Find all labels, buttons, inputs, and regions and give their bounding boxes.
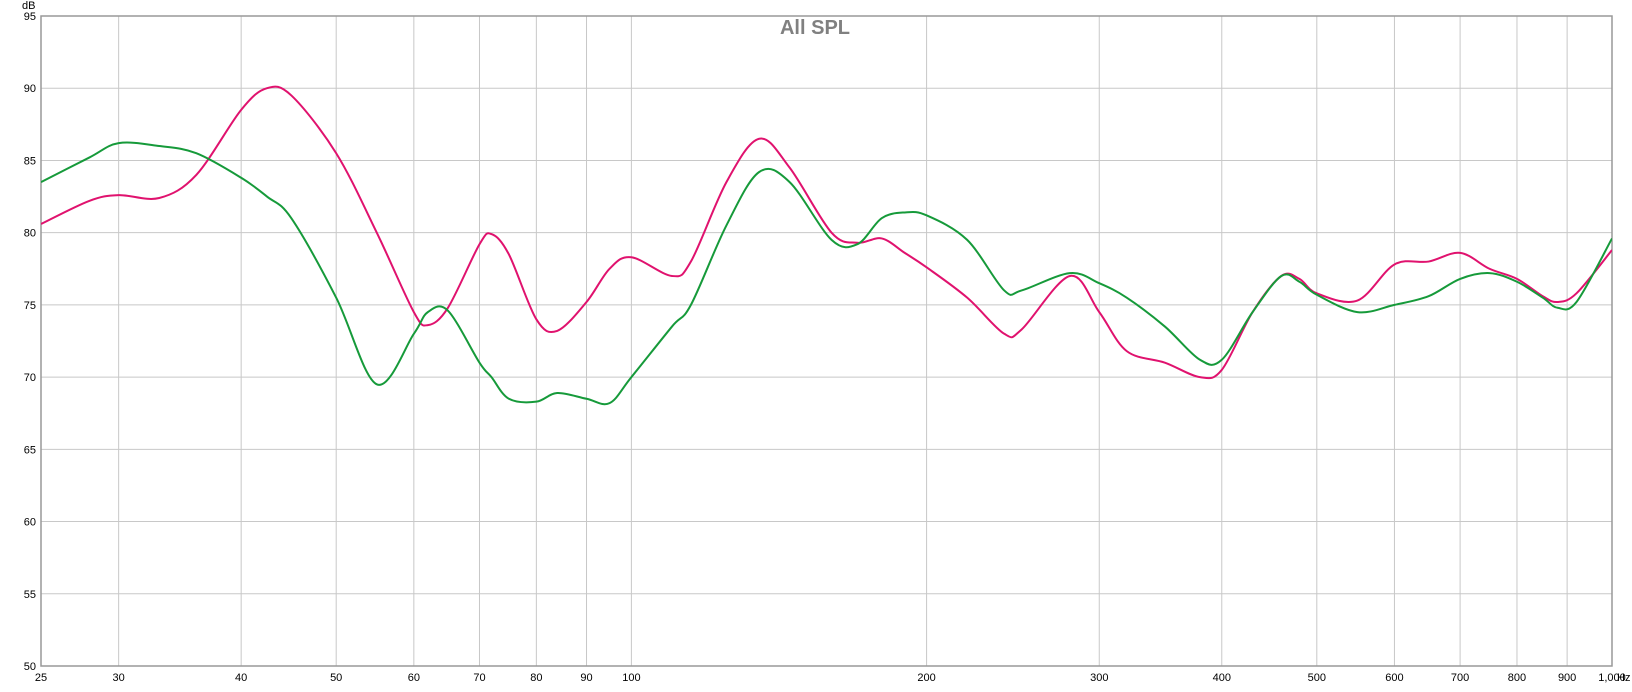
series-line <box>41 141 1612 406</box>
plot-frame <box>40 15 1613 667</box>
x-tick-label: 60 <box>408 672 420 684</box>
x-tick-label: 700 <box>1451 672 1469 684</box>
x-tick-label: 300 <box>1090 672 1108 684</box>
y-tick-label: 75 <box>24 300 36 312</box>
x-tick-label: 50 <box>330 672 342 684</box>
x-tick-label: 500 <box>1308 672 1326 684</box>
chart-title: All SPL <box>780 17 850 39</box>
y-tick-label: 50 <box>24 661 36 673</box>
x-tick-label: 400 <box>1213 672 1231 684</box>
y-tick-label: 95 <box>24 11 36 23</box>
y-tick-label: 60 <box>24 517 36 529</box>
x-tick-label: 30 <box>113 672 125 684</box>
x-tick-label: 25 <box>35 672 47 684</box>
series-line <box>41 85 1612 380</box>
y-tick-label: 90 <box>24 83 36 95</box>
x-tick-label: 90 <box>580 672 592 684</box>
y-axis-unit: dB <box>22 0 35 12</box>
y-tick-label: 85 <box>24 155 36 167</box>
x-tick-label: 80 <box>530 672 542 684</box>
y-tick-label: 80 <box>24 228 36 240</box>
x-tick-label: 70 <box>473 672 485 684</box>
y-tick-label: 65 <box>24 444 36 456</box>
x-tick-label: 200 <box>917 672 935 684</box>
x-tick-label: 600 <box>1385 672 1403 684</box>
x-axis-unit: Hz <box>1617 672 1630 684</box>
x-tick-label: 1,000 <box>1598 672 1626 684</box>
x-tick-label: 100 <box>622 672 640 684</box>
x-tick-label: 800 <box>1508 672 1526 684</box>
y-tick-label: 55 <box>24 589 36 601</box>
x-tick-label: 900 <box>1558 672 1576 684</box>
x-tick-label: 40 <box>235 672 247 684</box>
y-tick-label: 70 <box>24 372 36 384</box>
